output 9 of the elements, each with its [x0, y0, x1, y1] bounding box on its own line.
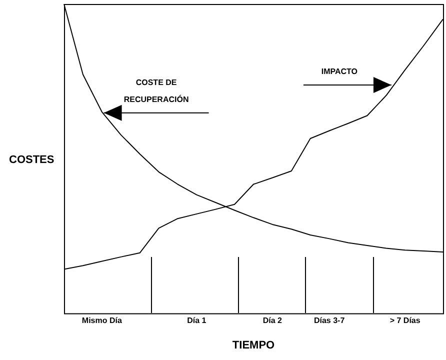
x-tick-label: Día 2 [262, 316, 283, 326]
x-tick-label: Mismo Día [82, 316, 122, 326]
annotation: COSTE DE RECUPERACIÓN [124, 78, 189, 104]
x-axis-title: TIEMPO [232, 339, 276, 352]
annotation: IMPACTO [321, 67, 358, 76]
y-axis-title: COSTES [9, 154, 54, 166]
x-tick-label: > 7 Días [390, 316, 421, 326]
x-tick-label: Día 1 [187, 316, 207, 326]
x-tick-label: Días 3-7 [314, 316, 346, 326]
